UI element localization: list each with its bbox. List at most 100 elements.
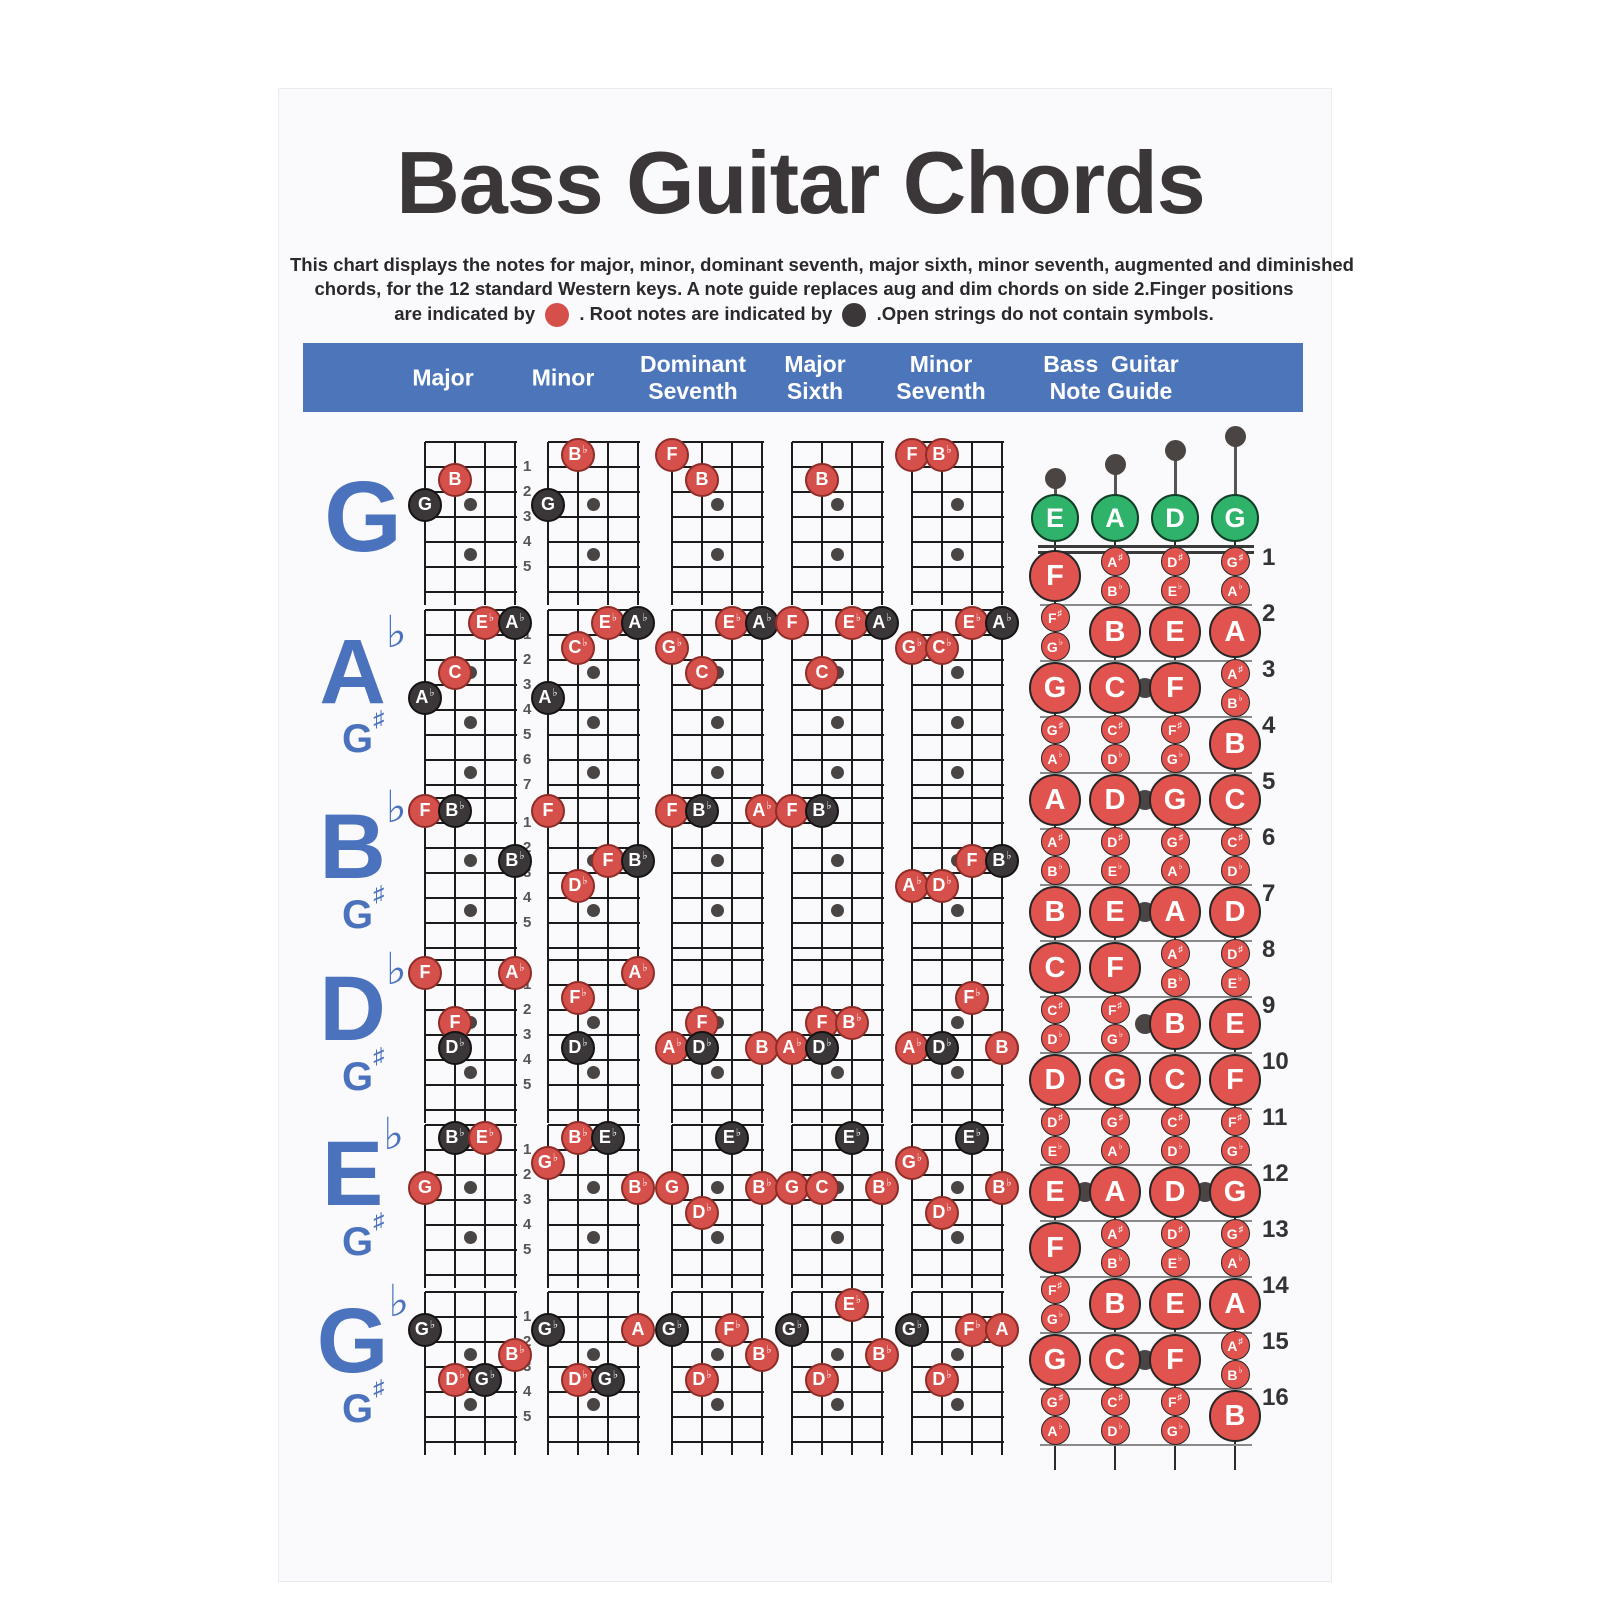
note-marker-finger: F xyxy=(655,437,689,472)
note-letter: G xyxy=(661,1319,676,1339)
guide-note-accidental: G ♯ xyxy=(1220,547,1250,576)
note-marker-root: G ♭ xyxy=(775,1312,809,1347)
note-letter: G xyxy=(664,1177,679,1197)
fret-line xyxy=(912,684,1004,686)
string-line xyxy=(731,798,733,961)
note-letter: E xyxy=(598,1127,611,1147)
note-letter: F xyxy=(1226,1063,1244,1096)
header-column-minor: Minor Seventh xyxy=(896,350,986,404)
accidental-symbol: ♭ xyxy=(1178,748,1184,759)
note-marker-finger: D ♭ xyxy=(561,868,595,903)
chord-diagram-G♭-major_sixth: E ♭ G ♭ B ♭ D ♭ xyxy=(775,1287,899,1455)
guide-fret-wire xyxy=(1040,940,1252,942)
chord-diagram-B♭-major: 12345FB♭B♭ xyxy=(408,793,532,961)
string-line xyxy=(791,1125,793,1288)
string-line xyxy=(971,442,973,605)
note-marker-finger: F xyxy=(408,793,442,828)
fret-line xyxy=(912,1174,1004,1176)
fret-line xyxy=(425,1416,517,1418)
note-letter: A xyxy=(752,800,766,820)
string-line xyxy=(731,610,733,798)
accidental-symbol: ♭ xyxy=(1238,1252,1243,1263)
note-letter: D xyxy=(932,1202,946,1222)
note-letter: G xyxy=(1223,1175,1247,1208)
guide-fret-number: 10 xyxy=(1262,1048,1289,1075)
fret-marker-dot xyxy=(950,498,964,511)
fret-line xyxy=(548,784,640,786)
fret-marker-dot xyxy=(586,1016,600,1029)
string-line xyxy=(971,1125,973,1288)
fret-line xyxy=(792,541,884,543)
note-marker-finger: F ♭ xyxy=(955,980,989,1015)
guide-note-accidental: D ♭ xyxy=(1040,1024,1070,1053)
guide-note-natural: E xyxy=(1089,886,1141,938)
fret-line xyxy=(792,591,884,593)
note-marker-finger: D ♭ xyxy=(925,1195,959,1230)
string-line xyxy=(821,442,823,605)
fret-number: 5 xyxy=(523,1076,532,1093)
string-line xyxy=(701,442,703,605)
fret-line xyxy=(912,922,1004,924)
fret-line xyxy=(672,441,764,443)
note-marker-root: B ♭ xyxy=(805,793,839,828)
string-line xyxy=(761,1125,763,1288)
fret-line xyxy=(672,784,764,786)
note-marker-finger: C xyxy=(685,655,719,690)
string-line xyxy=(424,1125,426,1288)
fret-line xyxy=(425,1274,517,1276)
note-marker-root: A ♭ xyxy=(408,680,442,715)
note-marker-finger: F xyxy=(591,843,625,878)
fret-number: 3 xyxy=(523,508,532,525)
fret-line xyxy=(912,1149,1004,1151)
accidental-symbol: ♭ xyxy=(946,1202,952,1215)
fret-line xyxy=(672,566,764,568)
note-letter: G xyxy=(1046,638,1058,655)
guide-note-accidental: D ♭ xyxy=(1160,1136,1190,1165)
note-letter: B xyxy=(1164,1007,1186,1040)
note-letter: C xyxy=(695,662,709,682)
guide-note-accidental: D ♯ xyxy=(1160,1219,1190,1248)
fret-line xyxy=(792,1149,884,1151)
note-letter: D xyxy=(1107,833,1118,850)
fret-line xyxy=(548,659,640,661)
fret-line xyxy=(912,1224,1004,1226)
string-line xyxy=(424,798,426,961)
note-letter: G xyxy=(474,1369,489,1389)
note-letter: D xyxy=(445,1369,459,1389)
tuning-peg-stem xyxy=(1113,464,1117,496)
tuning-peg-stem xyxy=(1233,436,1237,496)
chord-diagram-G-minor_seventh: F B ♭ xyxy=(895,437,1004,605)
chord-diagram-E♭-major: 1 2 3 4 5 B ♭ E ♭ G xyxy=(408,1120,531,1288)
chord-diagram-B♭-dominant_seventh: F B ♭ A ♭ xyxy=(655,793,779,961)
fret-line xyxy=(548,1341,640,1343)
note-marker-root: G ♭ xyxy=(408,1312,442,1347)
note-letter: A xyxy=(1227,1254,1238,1271)
fret-line xyxy=(792,1274,884,1276)
fret-marker-dot xyxy=(950,548,964,561)
fret-line xyxy=(548,1149,640,1151)
fret-line xyxy=(912,1034,1004,1036)
note-letter: G xyxy=(1043,1343,1067,1376)
guide-note-accidental: D ♭ xyxy=(1100,744,1130,773)
string-line xyxy=(821,610,823,798)
chord-diagram-E♭-major_sixth: E ♭ G C B ♭ xyxy=(775,1120,899,1288)
fret-line xyxy=(912,984,1004,986)
fret-line xyxy=(912,1199,1004,1201)
accidental-symbol: ♭ xyxy=(552,1152,559,1165)
guide-note-accidental: B ♭ xyxy=(1100,576,1130,605)
fret-line xyxy=(912,822,1004,824)
string-line xyxy=(514,798,516,961)
note-letter: F xyxy=(1046,1231,1064,1264)
fret-line xyxy=(425,1084,517,1086)
accidental-symbol: ♭ xyxy=(946,875,952,888)
string-line xyxy=(577,1125,579,1288)
note-letter: G xyxy=(1226,1225,1238,1242)
guide-note-accidental: E ♭ xyxy=(1100,856,1130,885)
note-letter: D xyxy=(1047,1030,1058,1047)
accidental-symbol: ♭ xyxy=(1006,612,1012,625)
note-letter: B xyxy=(1227,694,1238,711)
note-letter: A xyxy=(1105,502,1125,533)
fret-marker-dot xyxy=(710,1398,724,1411)
